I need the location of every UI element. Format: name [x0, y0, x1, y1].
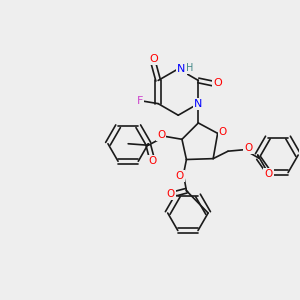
Text: N: N — [194, 99, 202, 109]
Text: O: O — [244, 143, 252, 153]
Text: O: O — [157, 130, 165, 140]
Text: O: O — [264, 169, 273, 179]
Text: O: O — [175, 171, 183, 181]
Text: F: F — [136, 96, 143, 106]
Text: O: O — [166, 189, 175, 199]
Text: O: O — [148, 156, 157, 166]
Text: O: O — [214, 78, 222, 88]
Text: N: N — [177, 64, 185, 74]
Text: H: H — [186, 63, 193, 73]
Text: O: O — [149, 54, 158, 64]
Text: O: O — [219, 127, 227, 137]
